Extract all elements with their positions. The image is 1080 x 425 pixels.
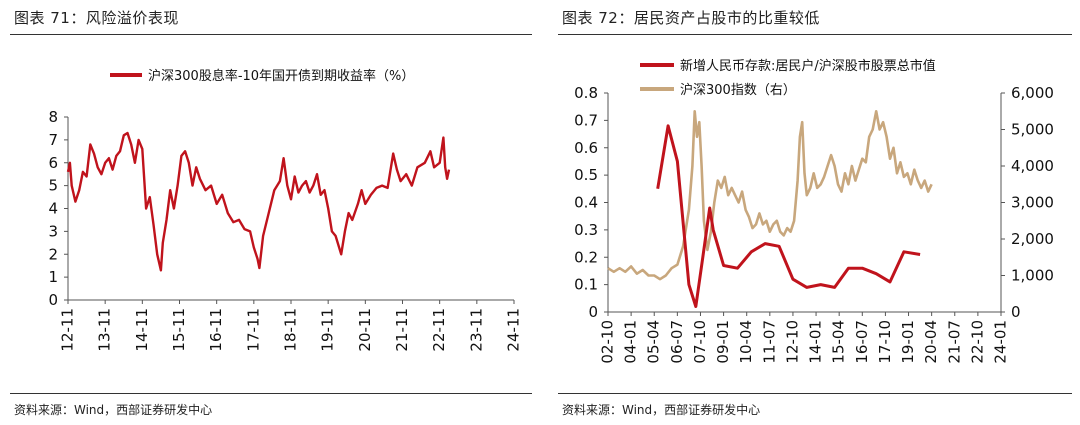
- right-y-tick-label: 3,000: [1011, 194, 1054, 212]
- legend-label-hs300: 沪深300指数（右）: [680, 82, 796, 98]
- right-y-tick-label: 6,000: [1011, 84, 1054, 102]
- right-top-rule: [558, 34, 1072, 35]
- x-tick-label: 23-11: [467, 308, 485, 352]
- left-y-tick-label: 0.6: [574, 139, 598, 157]
- left-source-note: 资料来源：Wind，西部证券研发中心: [14, 403, 213, 417]
- y-tick-label: 8: [48, 108, 58, 126]
- x-tick-label: 17-11: [244, 308, 262, 352]
- left-top-rule: [10, 34, 532, 35]
- right-y-tick-label: 1,000: [1011, 267, 1054, 285]
- x-tick-label: 06-07: [668, 320, 686, 364]
- right-y-tick-label: 2,000: [1011, 230, 1054, 248]
- left-y-tick-label: 0.3: [574, 221, 598, 239]
- x-tick-label: 18-11: [282, 308, 300, 352]
- left-y-tick-label: 0.1: [574, 276, 598, 294]
- y-tick-label: 7: [48, 131, 58, 149]
- left-bottom-rule: [10, 393, 532, 394]
- x-tick-label: 05-04: [645, 320, 663, 364]
- x-tick-label: 19-01: [899, 320, 917, 364]
- series-line-risk-premium: [66, 131, 451, 272]
- x-tick-label: 14-01: [807, 320, 825, 364]
- y-tick-label: 6: [48, 154, 58, 172]
- y-tick-label: 3: [48, 222, 58, 240]
- x-tick-label: 22-11: [430, 308, 448, 352]
- x-tick-label: 20-04: [922, 320, 940, 364]
- right-chart-panel: 图表 72：居民资产占股市的比重较低 新增人民币存款:居民户/沪深股市股票总市值…: [548, 0, 1080, 425]
- y-tick-label: 4: [48, 200, 58, 218]
- x-tick-label: 09-01: [714, 320, 732, 364]
- x-tick-label: 15-04: [830, 320, 848, 364]
- x-tick-label: 19-11: [319, 308, 337, 352]
- x-tick-label: 13-11: [96, 308, 114, 352]
- x-tick-label: 15-11: [170, 308, 188, 352]
- x-tick-label: 14-11: [133, 308, 151, 352]
- right-y-tick-label: 4,000: [1011, 157, 1054, 175]
- x-tick-label: 11-07: [760, 320, 778, 364]
- y-tick-label: 1: [48, 268, 58, 286]
- x-tick-label: 02-10: [599, 320, 617, 364]
- x-tick-label: 10-04: [737, 320, 755, 364]
- x-tick-label: 24-11: [505, 308, 523, 352]
- left-chart-panel: 图表 71：风险溢价表现 沪深300股息率-10年国开债到期收益率（%） 0 1 2 3…: [10, 9, 532, 417]
- risk-premium-chart: 沪深300股息率-10年国开债到期收益率（%） 0 1 2 3 4 5 6 7 8 12-11 13-…: [48, 68, 523, 352]
- legend-label-risk-premium: 沪深300股息率-10年国开债到期收益率（%）: [148, 68, 414, 84]
- right-bottom-rule: [558, 393, 1072, 394]
- left-y-tick-label: 0: [588, 303, 598, 321]
- y-tick-label: 2: [48, 245, 58, 263]
- x-tick-label: 24-01: [992, 320, 1010, 364]
- x-tick-label: 20-11: [356, 308, 374, 352]
- right-y-tick-label: 0: [1011, 303, 1021, 321]
- y-tick-label: 5: [48, 177, 58, 195]
- x-tick-label: 22-10: [968, 320, 986, 364]
- x-tick-label: 17-10: [876, 320, 894, 364]
- x-tick-label: 21-07: [945, 320, 963, 364]
- left-y-tick-label: 0.7: [574, 111, 598, 129]
- left-y-tick-label: 0.5: [574, 166, 598, 184]
- right-source-note: 资料来源：Wind，西部证券研发中心: [562, 403, 761, 417]
- x-tick-label: 04-01: [622, 320, 640, 364]
- x-tick-label: 16-11: [207, 308, 225, 352]
- x-tick-label: 07-10: [691, 320, 709, 364]
- right-y-tick-label: 5,000: [1011, 121, 1054, 139]
- x-tick-label: 12-11: [59, 308, 77, 352]
- series-line-deposit-ratio: [656, 124, 921, 308]
- left-y-tick-label: 0.8: [574, 84, 598, 102]
- left-chart-caption: 图表 71：风险溢价表现: [14, 9, 179, 27]
- left-y-tick-label: 0.2: [574, 248, 598, 266]
- x-tick-label: 12-10: [783, 320, 801, 364]
- y-tick-label: 0: [48, 291, 58, 309]
- series-line-hs300: [607, 110, 933, 281]
- left-y-tick-label: 0.4: [574, 194, 598, 212]
- right-chart-caption: 图表 72：居民资产占股市的比重较低: [562, 9, 820, 27]
- legend-label-deposit-ratio: 新增人民币存款:居民户/沪深股市股票总市值: [680, 58, 936, 74]
- x-tick-label: 21-11: [393, 308, 411, 352]
- x-tick-label: 16-07: [853, 320, 871, 364]
